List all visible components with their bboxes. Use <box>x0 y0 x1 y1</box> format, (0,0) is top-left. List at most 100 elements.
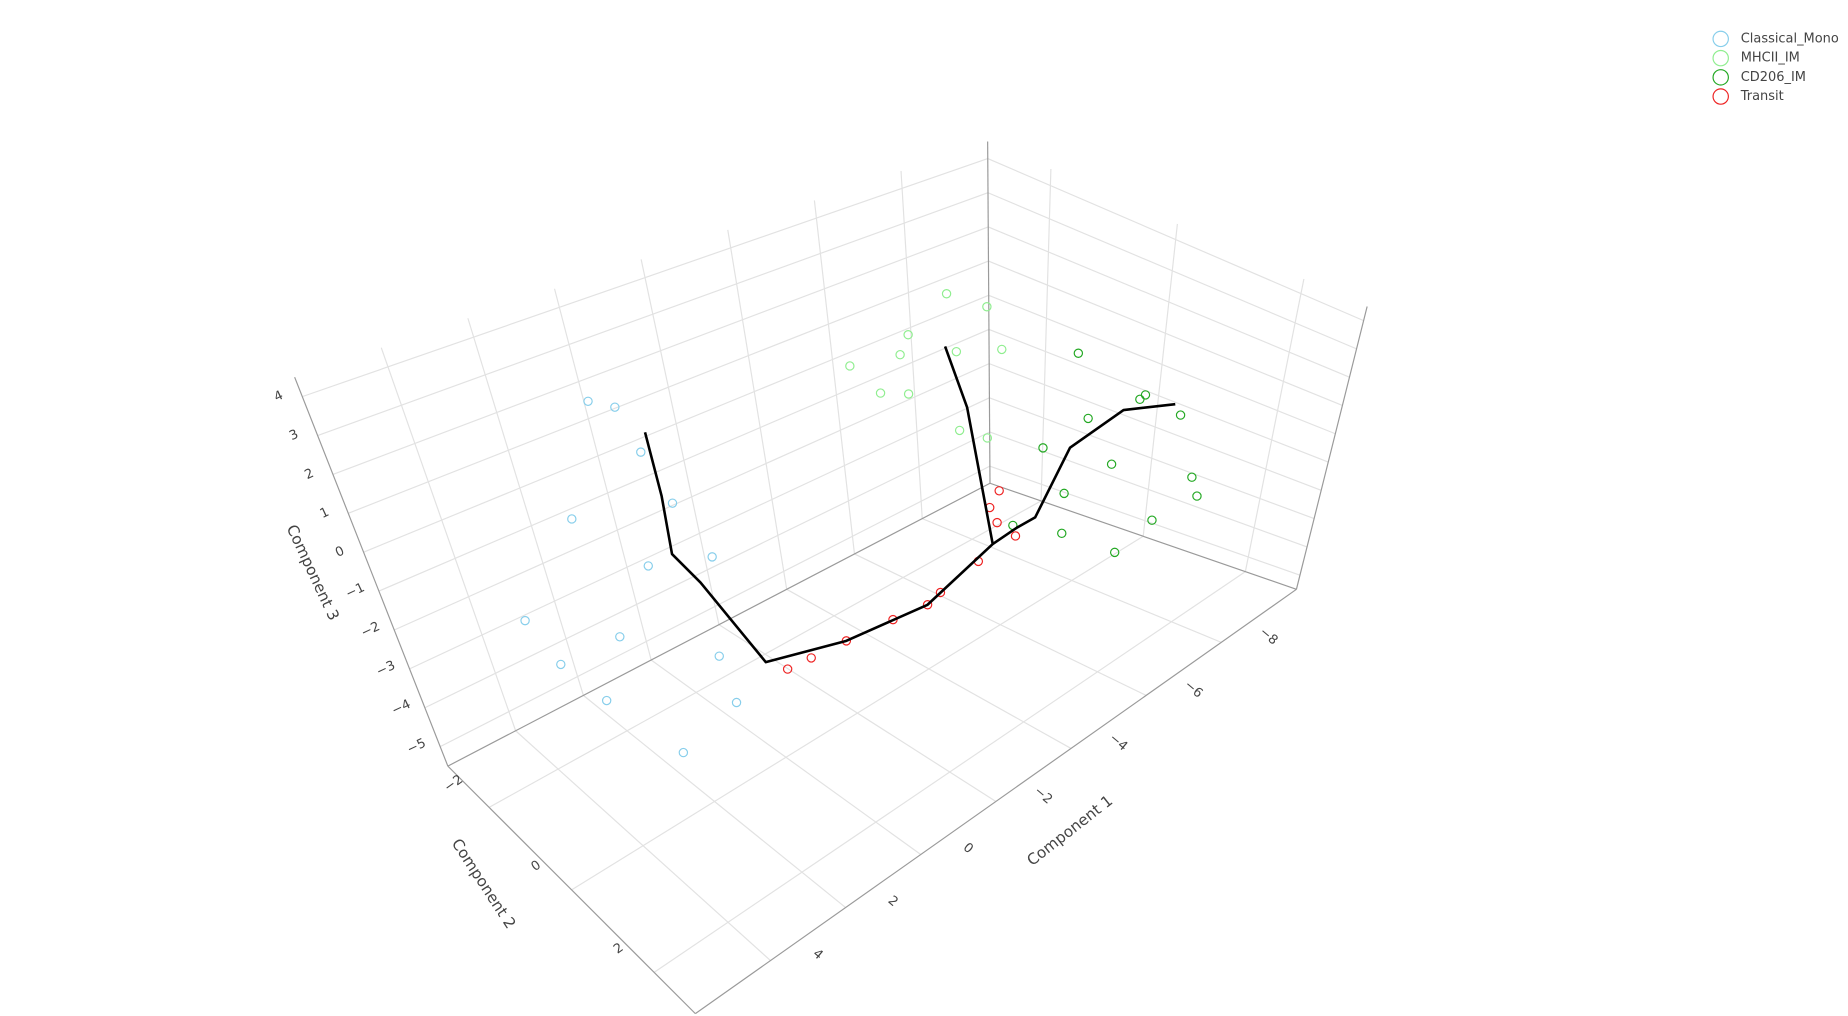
grid-line <box>640 259 720 625</box>
data-point <box>954 425 965 436</box>
data-point <box>567 514 577 524</box>
data-point <box>1192 491 1202 501</box>
legend-marker <box>1712 49 1729 67</box>
grid-line <box>900 170 923 519</box>
grid-line <box>380 347 517 731</box>
legend-label: Transit <box>1740 89 1784 104</box>
data-point <box>615 632 625 642</box>
data-point <box>1106 459 1117 469</box>
axis-line <box>447 765 696 1015</box>
grid-line <box>332 226 989 475</box>
grid-line <box>1142 223 1178 537</box>
legend-label: CD206_IM <box>1741 70 1806 85</box>
data-point <box>1038 443 1048 453</box>
data-point <box>714 651 724 661</box>
x-tick-label: −8 <box>1256 625 1280 649</box>
grid-line <box>317 192 989 437</box>
marks <box>520 289 1202 758</box>
data-point <box>1140 390 1151 400</box>
data-point <box>997 344 1007 355</box>
grid-line <box>1244 278 1305 572</box>
z-tick-label: 4 <box>272 388 286 405</box>
grid-line <box>988 363 1322 491</box>
data-point <box>895 349 905 360</box>
grid-line <box>467 318 584 696</box>
z-tick-label: −2 <box>359 619 383 641</box>
data-point <box>1083 413 1093 424</box>
data-point <box>903 330 913 340</box>
grid-line <box>989 397 1315 520</box>
labels: Component 1 Component 2 Component 3 −8 −6… <box>272 388 1281 963</box>
axis-line <box>989 482 1297 590</box>
legend-marker <box>1712 69 1729 86</box>
x-tick-label: −4 <box>1106 731 1130 755</box>
x-tick-label: 4 <box>810 946 826 963</box>
grid-line <box>989 465 1301 576</box>
axis-line <box>447 482 991 767</box>
legend-marker <box>1712 88 1729 105</box>
data-point <box>903 389 914 399</box>
data-point <box>935 587 946 598</box>
y-tick-label: −2 <box>442 772 466 795</box>
grid-line <box>488 500 1042 808</box>
data-point <box>643 561 653 571</box>
data-point <box>845 361 855 371</box>
data-point <box>1175 410 1186 420</box>
data-point <box>1057 528 1067 539</box>
data-point <box>707 552 717 562</box>
z-axis-title: Component 3 <box>283 522 343 623</box>
z-tick-label: −5 <box>405 736 429 758</box>
axis-line <box>294 376 449 767</box>
data-point <box>556 659 566 670</box>
z-tick-label: 0 <box>333 544 347 561</box>
data-point <box>1135 394 1145 405</box>
grid-line <box>348 260 989 514</box>
data-point <box>636 447 646 457</box>
grid-line <box>988 260 1343 407</box>
data-point <box>583 396 593 406</box>
data-point <box>806 653 816 663</box>
grid-line <box>363 294 989 553</box>
legend-label: MHCII_IM <box>1741 51 1800 66</box>
z-tick-label: 3 <box>287 427 301 444</box>
data-point <box>951 346 962 357</box>
data-point <box>667 498 678 508</box>
grid-line <box>571 535 1144 891</box>
z-tick-label: −4 <box>389 697 413 719</box>
data-point <box>731 697 742 708</box>
grid-line <box>439 465 991 748</box>
data-point <box>1073 348 1084 358</box>
grid-line <box>813 200 856 555</box>
data-point <box>1109 547 1120 558</box>
grid-line <box>302 157 988 398</box>
grid-line <box>988 226 1350 378</box>
axis-line <box>987 141 991 484</box>
data-point <box>875 388 886 398</box>
grid-line <box>409 397 990 670</box>
legend: Classical_Mono MHCII_IM CD206_IM Transit <box>1712 30 1839 105</box>
legend-label: Classical_Mono <box>1741 31 1839 46</box>
grid-line <box>378 328 990 592</box>
data-point <box>982 433 993 443</box>
data-point <box>610 402 620 412</box>
grid-line <box>653 571 1246 973</box>
data-point <box>922 600 933 610</box>
data-point <box>992 517 1002 528</box>
grid <box>302 157 1364 973</box>
grid-line <box>393 363 990 631</box>
data-point <box>678 747 689 758</box>
axis-line <box>695 588 1297 1015</box>
data-point <box>982 302 992 312</box>
x-tick-label: −2 <box>1031 784 1055 808</box>
z-tick-label: −1 <box>344 580 368 602</box>
grid-line <box>727 229 788 590</box>
x-tick-label: 0 <box>960 840 976 857</box>
x-axis-title: Component 1 <box>1024 792 1117 870</box>
data-point <box>994 486 1004 496</box>
grid-line <box>424 431 990 709</box>
data-point <box>1147 515 1157 525</box>
data-point <box>941 289 952 299</box>
y-axis-title: Component 2 <box>448 835 519 932</box>
